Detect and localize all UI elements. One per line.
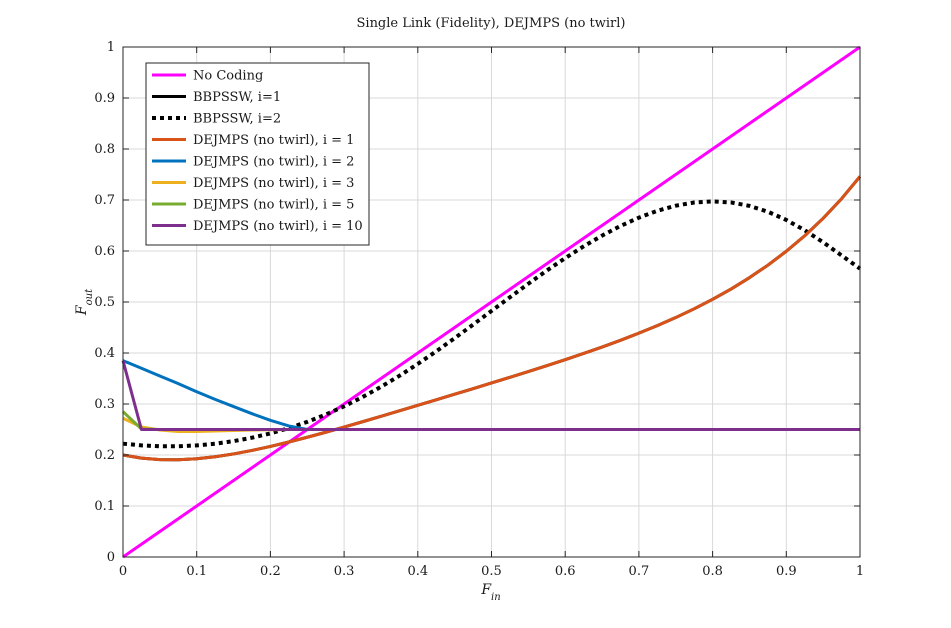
- legend-label: No Coding: [193, 69, 263, 84]
- x-tick-label: 0.4: [407, 564, 428, 579]
- legend-label: DEJMPS (no twirl), i = 1: [193, 133, 354, 148]
- chart-title: Single Link (Fidelity), DEJMPS (no twirl…: [357, 16, 626, 31]
- y-axis-title-main: F: [74, 304, 90, 316]
- x-tick-label: 0.9: [776, 564, 797, 579]
- y-axis-title: Fout: [74, 288, 95, 316]
- y-tick-label: 0.9: [94, 91, 115, 106]
- y-tick-label: 0.7: [94, 193, 115, 208]
- y-tick-label: 0.5: [94, 295, 115, 310]
- y-axis-title-sub: out: [84, 288, 95, 305]
- x-axis-title: Fin: [480, 582, 500, 603]
- x-tick-label: 0: [119, 564, 127, 579]
- y-tick-label: 0: [107, 550, 115, 565]
- series-line-dejmps-no-twirl-i-10: [121, 360, 860, 431]
- x-tick-label: 0.3: [334, 564, 355, 579]
- x-tick-label: 0.6: [555, 564, 576, 579]
- x-tick-label: 0.8: [702, 564, 723, 579]
- y-tick-label: 0.6: [94, 244, 115, 259]
- y-tick-label: 1: [107, 40, 115, 55]
- series-line-dejmps-no-twirl-i-1: [122, 175, 862, 462]
- x-axis-title-main: F: [480, 582, 492, 598]
- series-line-bbpssw-i-2: [122, 199, 862, 449]
- legend: No Coding BBPSSW, i=1 BBPSSW, i=2 DEJMPS (n…: [145, 62, 370, 246]
- y-tick-label: 0.2: [94, 448, 115, 463]
- y-tick-label: 0.3: [94, 397, 115, 412]
- y-tick-label: 0.1: [94, 499, 115, 514]
- legend-label: DEJMPS (no twirl), i = 10: [193, 219, 363, 234]
- x-tick-label: 0.5: [481, 564, 502, 579]
- y-tick-label: 0.4: [94, 346, 115, 361]
- series-lines: [121, 45, 862, 559]
- series-line-no-coding: [122, 45, 861, 559]
- legend-label: DEJMPS (no twirl), i = 5: [193, 198, 354, 213]
- x-tick-label: 0.7: [629, 564, 650, 579]
- axis-ticks: 0 0.1 0.2 0.3 0.4 0.5 0.6 0.7 0.8 0.9 1 0 0.1 0.2 0.3 0…: [94, 40, 864, 579]
- x-axis-title-sub: in: [491, 592, 501, 603]
- legend-label: DEJMPS (no twirl), i = 2: [193, 155, 354, 170]
- legend-label: DEJMPS (no twirl), i = 3: [193, 176, 354, 191]
- legend-box: [145, 62, 370, 246]
- y-tick-label: 0.8: [94, 142, 115, 157]
- legend-label: BBPSSW, i=2: [193, 112, 281, 127]
- x-tick-label: 0.2: [260, 564, 281, 579]
- x-tick-label: 1: [856, 564, 864, 579]
- x-tick-label: 0.1: [186, 564, 207, 579]
- legend-label: BBPSSW, i=1: [193, 90, 281, 105]
